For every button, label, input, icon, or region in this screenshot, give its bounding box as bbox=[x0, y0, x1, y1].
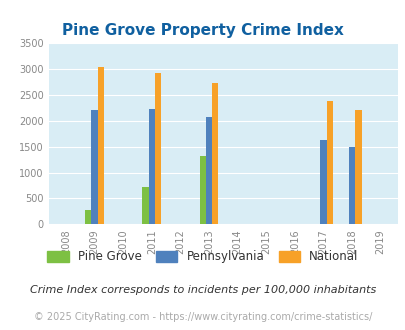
Bar bbox=[98, 67, 104, 224]
Bar bbox=[205, 116, 212, 224]
Bar bbox=[348, 147, 354, 224]
Bar bbox=[212, 83, 218, 224]
Bar bbox=[354, 110, 360, 224]
Text: © 2025 CityRating.com - https://www.cityrating.com/crime-statistics/: © 2025 CityRating.com - https://www.city… bbox=[34, 312, 371, 322]
Bar bbox=[199, 156, 205, 224]
Bar bbox=[148, 109, 155, 224]
Text: Crime Index corresponds to incidents per 100,000 inhabitants: Crime Index corresponds to incidents per… bbox=[30, 285, 375, 295]
Bar bbox=[326, 102, 332, 224]
Legend: Pine Grove, Pennsylvania, National: Pine Grove, Pennsylvania, National bbox=[44, 247, 361, 267]
Bar bbox=[85, 211, 91, 224]
Bar bbox=[155, 73, 161, 224]
Bar bbox=[142, 187, 148, 224]
Text: Pine Grove Property Crime Index: Pine Grove Property Crime Index bbox=[62, 23, 343, 38]
Bar bbox=[91, 110, 98, 224]
Bar bbox=[320, 140, 326, 224]
